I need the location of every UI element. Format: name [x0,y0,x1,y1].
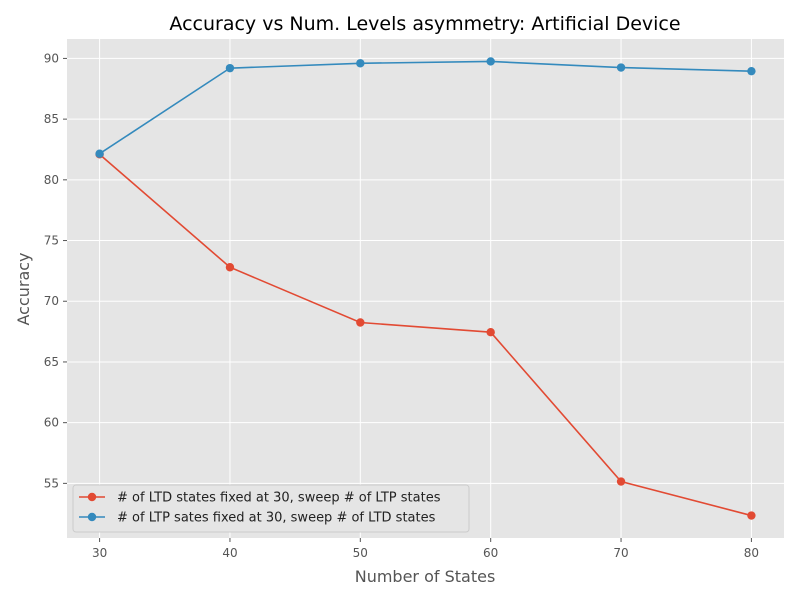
legend-label-2: # of LTP sates fixed at 30, sweep # of L… [117,511,436,526]
chart-title: Accuracy vs Num. Levels asymmetry: Artif… [169,13,680,35]
series-2-point [616,63,626,72]
series-2-point [747,66,756,76]
series-2-point [356,59,365,68]
series-1-point [747,511,756,520]
grid [67,39,784,538]
series-line-2 [99,60,752,155]
y-axis-label: Accuracy [14,252,33,325]
plot-background [67,39,784,538]
series-1-point [356,318,365,327]
series-2-point [486,57,495,66]
x-tick-label: 60 [483,546,498,560]
legend: # of LTD states fixed at 30, sweep # of … [72,484,470,533]
series-1-point [616,477,626,486]
series-2-point [95,149,104,158]
y-tick-label: 65 [44,355,59,369]
x-axis-label: Number of States [355,567,496,586]
x-tick-label: 70 [613,546,628,560]
x-tick-label: 30 [92,546,107,560]
x-ticks: 30 40 50 60 70 80 [92,538,759,560]
y-tick-label: 90 [44,51,59,65]
y-tick-label: 60 [44,416,59,430]
legend-marker-2 [87,512,97,522]
y-tick-label: 75 [44,234,59,248]
y-tick-label: 85 [44,112,59,126]
y-ticks: 55 60 65 70 75 80 85 90 [44,51,67,490]
series-2-point [225,63,235,73]
x-tick-label: 40 [222,546,237,560]
y-tick-label: 80 [44,173,59,187]
x-tick-label: 50 [353,546,368,560]
y-tick-label: 70 [44,294,59,308]
series-1-point [225,263,235,272]
series-line-1 [99,153,752,517]
x-tick-label: 80 [744,546,759,560]
series-layer [95,57,756,520]
y-tick-label: 55 [44,476,59,490]
legend-marker-1 [87,492,97,502]
legend-label-1: # of LTD states fixed at 30, sweep # of … [117,491,441,506]
legend-box [72,484,470,533]
series-1-point [486,328,495,337]
